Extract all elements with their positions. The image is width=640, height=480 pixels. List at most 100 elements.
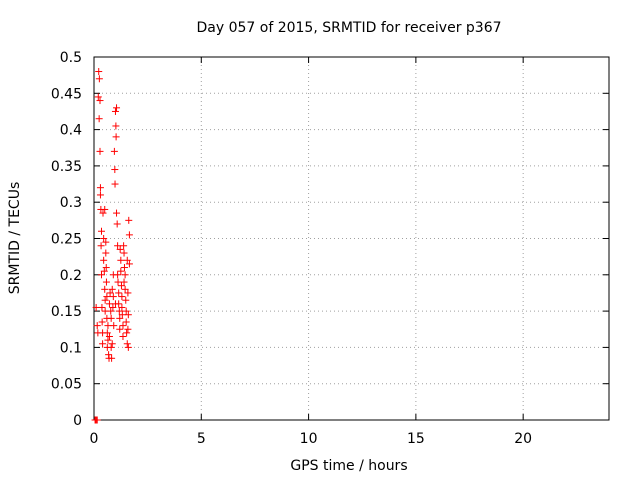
data-point xyxy=(111,180,119,188)
data-point xyxy=(119,322,127,330)
y-tick-label: 0.5 xyxy=(60,50,82,66)
x-axis-ticks: 0 5 10 15 20 xyxy=(90,57,532,447)
data-point xyxy=(97,242,105,250)
y-tick-label: 0.05 xyxy=(51,377,82,393)
data-point xyxy=(98,271,106,279)
data-point xyxy=(95,115,103,123)
data-point xyxy=(111,300,119,308)
data-point xyxy=(115,307,123,315)
data-point xyxy=(124,325,132,333)
data-point xyxy=(113,104,121,112)
data-point xyxy=(105,333,113,341)
data-point xyxy=(124,289,132,297)
data-point xyxy=(112,133,120,141)
data-point xyxy=(110,147,118,155)
plot-frame xyxy=(93,56,610,421)
data-point xyxy=(109,271,117,279)
data-point xyxy=(101,296,109,304)
x-tick-label: 0 xyxy=(90,431,99,447)
data-point xyxy=(120,278,128,286)
x-axis-label: GPS time / hours xyxy=(290,458,407,474)
data-point xyxy=(113,220,121,228)
data-point xyxy=(110,322,118,330)
data-point xyxy=(99,209,107,217)
data-point xyxy=(96,97,104,105)
data-point xyxy=(114,242,122,250)
data-point xyxy=(95,75,103,83)
data-point xyxy=(96,184,104,192)
data-point xyxy=(121,271,129,279)
grid xyxy=(94,57,609,420)
data-point xyxy=(106,289,114,297)
data-point xyxy=(93,416,101,424)
data-point xyxy=(118,311,126,319)
data-point xyxy=(95,68,103,76)
data-point xyxy=(116,314,124,322)
data-point xyxy=(100,267,108,275)
data-point xyxy=(101,205,109,213)
data-point xyxy=(98,318,106,326)
data-point xyxy=(100,256,108,264)
data-point xyxy=(116,325,124,333)
data-point xyxy=(118,293,126,301)
data-point xyxy=(114,278,122,286)
y-axis-label: SRMTID / TECUs xyxy=(7,182,23,295)
data-point xyxy=(109,303,117,311)
data-point xyxy=(108,354,116,362)
data-point xyxy=(123,329,131,337)
x-tick-label: 20 xyxy=(514,431,532,447)
data-points xyxy=(91,68,133,424)
data-point xyxy=(121,285,129,293)
x-tick-label: 5 xyxy=(197,431,206,447)
data-point xyxy=(109,293,117,301)
data-point xyxy=(116,245,124,253)
data-point xyxy=(103,293,111,301)
data-point xyxy=(108,340,116,348)
data-point xyxy=(102,238,110,246)
data-point xyxy=(124,311,132,319)
data-point xyxy=(103,329,111,337)
data-point xyxy=(125,216,133,224)
data-point xyxy=(105,300,113,308)
data-point xyxy=(107,314,115,322)
data-point xyxy=(96,147,104,155)
y-tick-label: 0.35 xyxy=(51,159,82,175)
y-tick-label: 0.2 xyxy=(60,268,82,284)
data-point xyxy=(98,303,106,311)
y-tick-label: 0.25 xyxy=(51,232,82,248)
data-point xyxy=(117,267,125,275)
y-tick-label: 0.15 xyxy=(51,304,82,320)
data-point xyxy=(111,107,119,115)
data-point xyxy=(98,227,106,235)
data-point xyxy=(102,249,110,257)
data-point xyxy=(100,235,108,242)
data-point xyxy=(123,256,131,264)
data-point xyxy=(101,285,109,293)
data-point xyxy=(102,264,110,272)
data-point xyxy=(112,122,120,130)
data-point xyxy=(125,231,133,239)
chart-title: Day 057 of 2015, SRMTID for receiver p36… xyxy=(196,20,501,36)
data-point xyxy=(124,343,132,351)
data-point xyxy=(96,191,104,199)
data-point xyxy=(107,307,115,315)
data-point xyxy=(93,322,101,330)
data-point xyxy=(120,242,128,250)
y-tick-label: 0.4 xyxy=(60,123,82,139)
y-tick-label: 0.45 xyxy=(51,86,82,102)
data-point xyxy=(118,303,126,311)
data-point xyxy=(117,282,125,290)
y-tick-label: 0.3 xyxy=(60,195,82,211)
x-tick-label: 10 xyxy=(300,431,318,447)
data-point xyxy=(120,264,128,272)
data-point xyxy=(113,209,121,217)
data-point xyxy=(107,343,115,351)
data-point xyxy=(108,285,116,293)
data-point xyxy=(123,340,131,348)
data-point xyxy=(117,256,125,264)
data-point xyxy=(115,289,123,297)
data-point xyxy=(122,318,130,326)
data-point xyxy=(94,93,102,101)
y-axis-ticks: 0 0.05 0.1 0.15 0.2 0.25 0.3 0.35 0.4 0.45 0.5 xyxy=(51,50,609,429)
